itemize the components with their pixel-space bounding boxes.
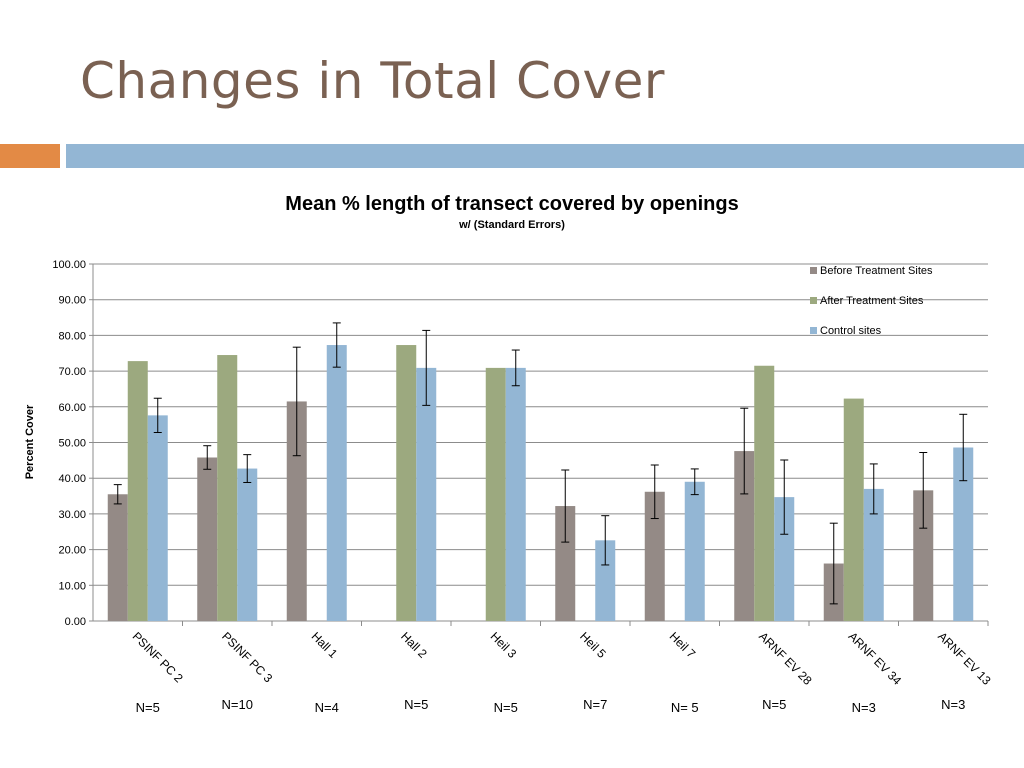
bar [396,345,417,621]
bar [913,490,934,621]
bar [774,497,795,621]
bar [644,491,665,621]
x-tick-label: ARNF EV 34 [846,629,905,688]
x-tick-label: Heil 7 [667,629,699,661]
bar [863,488,884,621]
chart-title: Mean % length of transect covered by ope… [285,193,739,215]
sample-size-label: N=10 [221,697,253,712]
sample-size-label: N=4 [314,700,339,715]
sample-size-label: N=5 [493,700,518,715]
x-tick-label: ARNF EV 13 [935,629,994,688]
bar [107,494,128,621]
x-tick-label: PSINF PC 2 [130,629,186,685]
sample-size-label: N=5 [762,697,787,712]
bar [953,447,974,621]
y-tick-label: 20.00 [58,545,86,557]
bar [147,415,168,621]
sample-size-label: N=3 [941,697,966,712]
x-tick-label: Heil 5 [577,629,609,661]
bar [416,367,437,621]
legend-swatch [810,267,817,274]
bar [326,345,347,621]
legend-swatch [810,297,817,304]
slide-title: Changes in Total Cover [80,52,665,110]
legend-swatch [810,327,817,334]
sample-size-label: N=5 [404,697,429,712]
y-tick-label: 90.00 [58,295,86,307]
y-tick-label: 40.00 [58,473,86,485]
bar [505,367,526,621]
bar [754,365,775,621]
accent-bar-orange [0,144,60,168]
bar [843,398,864,621]
bar [127,361,148,621]
sample-size-label: N= 5 [670,700,699,715]
sample-size-label: N=3 [851,700,876,715]
x-tick-label: Hall 2 [398,629,430,661]
bar [237,468,258,621]
y-tick-label: 100.00 [52,259,86,271]
sample-size-label: N=7 [583,697,608,712]
bar [485,367,506,621]
bar [555,506,576,621]
x-tick-label: Hall 1 [309,629,341,661]
y-tick-label: 10.00 [58,580,86,592]
chart-subtitle: w/ (Standard Errors) [459,219,565,231]
x-tick-label: PSINF PC 3 [219,629,275,685]
accent-bar-blue [66,144,1024,168]
bar [684,481,705,621]
x-tick-label: ARNF EV 28 [756,629,815,688]
bar [217,355,238,621]
y-tick-label: 60.00 [58,402,86,414]
y-tick-label: 80.00 [58,330,86,342]
y-tick-label: 50.00 [58,438,86,450]
sample-size-label: N=5 [135,700,160,715]
y-tick-label: 30.00 [58,509,86,521]
legend-label: After Treatment Sites [820,295,924,307]
bar [197,457,218,621]
y-tick-label: 0.00 [65,616,86,628]
bar [595,540,616,621]
legend-label: Before Treatment Sites [820,265,933,277]
bar [734,451,755,621]
y-tick-label: 70.00 [58,366,86,378]
legend-label: Control sites [820,325,882,337]
x-tick-label: Heil 3 [488,629,520,661]
bar [286,401,307,621]
